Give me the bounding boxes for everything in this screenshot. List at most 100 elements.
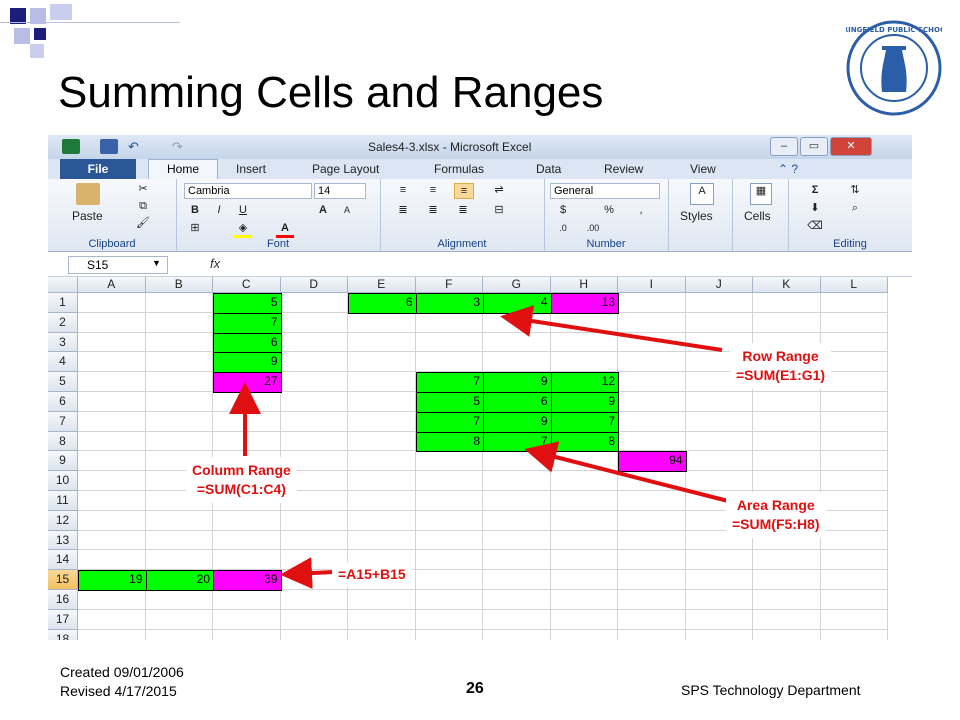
cell-b17[interactable] [145, 609, 213, 630]
cell-i9-value[interactable]: 94 [618, 451, 687, 473]
help-icon[interactable]: ⌃ ? [778, 162, 799, 176]
cell-k15[interactable] [753, 570, 821, 590]
cell-d9[interactable] [280, 451, 348, 472]
cell-e11[interactable] [348, 491, 416, 511]
name-box[interactable]: S15 [68, 256, 168, 274]
cells-icon[interactable]: ▦ [750, 183, 772, 205]
cell-d18[interactable] [281, 629, 348, 640]
cell-h5-value[interactable]: 12 [550, 372, 619, 393]
row-header-1[interactable]: 1 [48, 293, 78, 313]
cell-c12[interactable] [213, 510, 281, 531]
row-header-17[interactable]: 17 [48, 609, 78, 630]
cell-j10[interactable] [685, 471, 753, 491]
grow-font-icon[interactable]: A [319, 204, 327, 216]
cell-h13[interactable] [550, 530, 618, 551]
sort-filter-icon[interactable]: ⇅ [850, 184, 860, 196]
cell-b4[interactable] [145, 352, 213, 373]
cell-j17[interactable] [685, 609, 753, 630]
cell-a10[interactable] [78, 471, 146, 491]
cell-e17[interactable] [348, 609, 416, 630]
cell-c18[interactable] [213, 629, 281, 640]
cell-d8[interactable] [280, 431, 348, 452]
cell-d3[interactable] [280, 332, 348, 353]
cell-i15[interactable] [618, 570, 686, 590]
minimize-button[interactable]: – [770, 137, 798, 156]
underline-icon[interactable]: U [239, 204, 247, 216]
cell-j6[interactable] [685, 392, 753, 412]
cell-a8[interactable] [78, 431, 146, 452]
cell-b13[interactable] [145, 530, 213, 551]
cell-k9[interactable] [753, 451, 821, 472]
cell-e9[interactable] [348, 451, 416, 472]
cell-h9[interactable] [550, 451, 618, 472]
wrap-text-icon[interactable]: ⇌ [494, 184, 504, 196]
cell-i7[interactable] [618, 411, 686, 432]
format-painter-icon[interactable]: 🖌 [136, 217, 150, 229]
cell-k16[interactable] [753, 590, 821, 610]
cell-a3[interactable] [78, 332, 146, 353]
column-header-f[interactable]: F [415, 277, 483, 293]
cell-c13[interactable] [213, 530, 281, 551]
cell-l14[interactable] [820, 550, 888, 571]
cell-a1[interactable] [78, 293, 146, 313]
tab-page-layout[interactable]: Page Layout [312, 162, 380, 176]
row-header-14[interactable]: 14 [48, 550, 78, 571]
cell-k17[interactable] [753, 609, 821, 630]
cell-a14[interactable] [78, 550, 146, 571]
cells-label[interactable]: Cells [744, 209, 771, 223]
cell-e4[interactable] [348, 352, 416, 373]
cell-e5[interactable] [348, 372, 416, 392]
row-header-6[interactable]: 6 [48, 392, 78, 412]
restore-button[interactable]: ▭ [800, 137, 828, 156]
copy-icon[interactable]: ⧉ [139, 200, 147, 212]
cell-l2[interactable] [820, 312, 888, 333]
cell-l13[interactable] [820, 530, 888, 551]
function-icon[interactable]: fx [210, 256, 221, 271]
cell-e10[interactable] [348, 471, 416, 491]
cell-g16[interactable] [483, 590, 551, 610]
cell-i5[interactable] [618, 372, 686, 392]
row-header-13[interactable]: 13 [48, 530, 78, 551]
cell-f18[interactable] [416, 629, 483, 640]
row-header-4[interactable]: 4 [48, 352, 78, 373]
cell-b14[interactable] [145, 550, 213, 571]
cell-g18[interactable] [483, 629, 551, 640]
close-button[interactable]: ✕ [830, 137, 872, 156]
column-header-d[interactable]: D [280, 277, 348, 293]
cell-j15[interactable] [685, 570, 753, 590]
cell-l8[interactable] [820, 431, 888, 452]
column-header-l[interactable]: L [820, 277, 888, 293]
column-header-c[interactable]: C [213, 277, 281, 293]
cell-g14[interactable] [483, 550, 551, 571]
cell-h17[interactable] [550, 609, 618, 630]
cell-i8[interactable] [618, 431, 686, 452]
column-header-k[interactable]: K [753, 277, 821, 293]
cell-d13[interactable] [280, 530, 348, 551]
decrease-decimal-icon[interactable]: .00 [586, 223, 600, 233]
cell-c17[interactable] [213, 609, 281, 630]
cut-icon[interactable]: ✂ [138, 183, 148, 195]
row-header-2[interactable]: 2 [48, 312, 78, 333]
font-size-combo[interactable]: 14 [314, 183, 366, 199]
cell-b12[interactable] [145, 510, 213, 531]
cell-f14[interactable] [415, 550, 483, 571]
cell-a9[interactable] [78, 451, 146, 472]
cell-d11[interactable] [280, 491, 348, 511]
cell-e16[interactable] [348, 590, 416, 610]
cell-i14[interactable] [618, 550, 686, 571]
redo-icon[interactable]: ↷ [172, 139, 183, 154]
cell-f12[interactable] [415, 510, 483, 531]
cell-c16[interactable] [213, 590, 281, 610]
cell-e8[interactable] [348, 431, 416, 452]
cell-g17[interactable] [483, 609, 551, 630]
center-icon[interactable]: ≣ [428, 204, 438, 216]
cell-a2[interactable] [78, 312, 146, 333]
cell-d16[interactable] [280, 590, 348, 610]
cell-h15[interactable] [550, 570, 618, 590]
cell-c2-value[interactable]: 7 [213, 312, 282, 334]
cell-f4[interactable] [415, 352, 483, 373]
cell-h10[interactable] [550, 471, 618, 491]
tab-home[interactable]: Home [148, 159, 218, 180]
cell-f16[interactable] [415, 590, 483, 610]
column-header-b[interactable]: B [145, 277, 213, 293]
